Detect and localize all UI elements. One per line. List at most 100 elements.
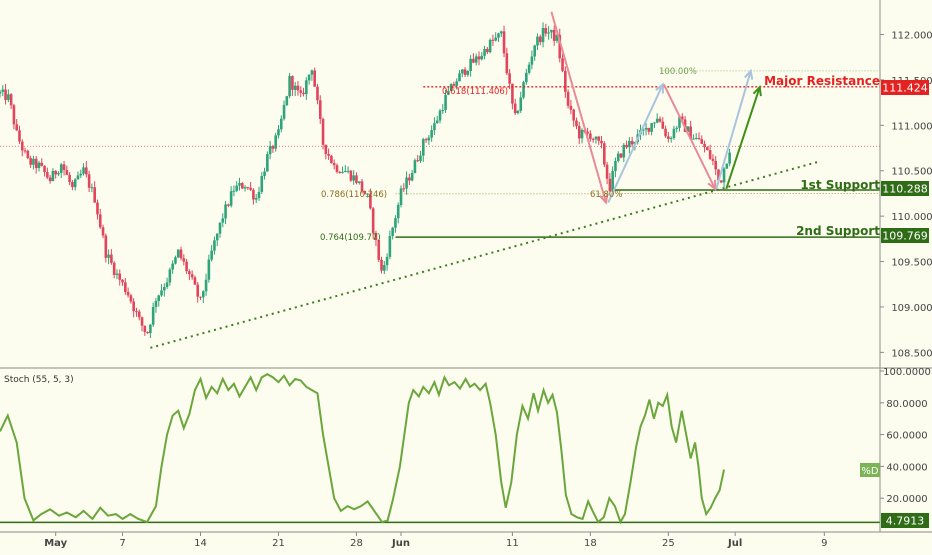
candle-body [377, 239, 381, 260]
candle-body [569, 105, 573, 110]
rising-trendline [150, 160, 820, 349]
candle-body [692, 138, 695, 140]
candle-body [79, 173, 83, 176]
candle-body [310, 70, 314, 75]
candle-body [146, 332, 149, 334]
candle-body [104, 235, 108, 258]
candle-body [511, 83, 514, 104]
candle-body [37, 162, 41, 169]
candle-body [455, 81, 459, 86]
candle-body [98, 214, 102, 228]
first-support-label: 1st Support [800, 178, 880, 192]
candle-body [349, 170, 353, 181]
candle-body [201, 291, 205, 298]
candle-body [536, 36, 539, 46]
candle-body [107, 254, 110, 258]
candle-body [477, 56, 481, 60]
candle-body [447, 90, 450, 95]
fib-100-label: 100.00% [659, 67, 697, 77]
candle-body [182, 258, 186, 262]
candle-body [608, 178, 612, 191]
candle-body [32, 158, 35, 165]
candle-body [419, 155, 422, 162]
candle-body [728, 152, 731, 164]
candle-body [288, 76, 291, 97]
candle-body [355, 175, 358, 183]
candle-body [527, 64, 531, 73]
stoch-tick-label: 100.0000 [883, 367, 931, 378]
candle-body [641, 129, 645, 131]
candle-body [215, 233, 219, 241]
candle-body [499, 31, 503, 34]
candle-body [519, 97, 523, 111]
candle-body [296, 85, 300, 91]
candle-body [502, 31, 506, 54]
candle-body [112, 262, 116, 275]
candle-body [717, 169, 720, 181]
candle-body [661, 121, 665, 129]
candle-body [522, 82, 525, 98]
candle-body [669, 137, 673, 139]
candle-body [594, 136, 598, 140]
candle-body [591, 138, 595, 140]
candle-body [40, 162, 44, 166]
target-arrow-head [752, 85, 762, 97]
candle-body [324, 144, 328, 154]
candle-body [366, 193, 369, 195]
candle-body [277, 129, 280, 136]
time-tick-label: 14 [194, 538, 207, 549]
candle-body [678, 116, 681, 128]
candle-body [675, 127, 679, 129]
candle-body [316, 86, 319, 101]
candle-body [547, 32, 550, 34]
candle-body [697, 138, 701, 140]
candle-body [619, 153, 623, 158]
candle-body [168, 269, 172, 283]
fib-786-label: 0.786(110.246) [321, 190, 387, 200]
candle-body [667, 136, 670, 139]
candle-body [513, 103, 517, 114]
candle-body [555, 34, 559, 41]
target-arrow [725, 86, 761, 190]
candle-body [433, 123, 436, 131]
candle-body [76, 175, 80, 180]
candle-body [302, 92, 305, 95]
stoch-level-value: 4.7913 [886, 515, 925, 528]
candle-body [427, 137, 431, 141]
candle-body [435, 120, 439, 124]
candle-body [282, 104, 286, 119]
candle-body [399, 188, 403, 205]
candle-body [185, 261, 188, 272]
candle-body [680, 116, 684, 120]
fib-618-label: 0.618(111.406) [442, 87, 508, 97]
candle-body [149, 324, 152, 334]
stoch-d-badge-text: %D [861, 466, 879, 477]
candle-body [227, 204, 230, 206]
candle-body [338, 171, 342, 173]
candle-body [57, 172, 60, 175]
candle-body [630, 140, 634, 145]
candle-body [672, 128, 676, 138]
candle-body [65, 170, 69, 175]
candle-body [254, 198, 258, 200]
candle-body [605, 164, 609, 179]
candle-body [240, 183, 244, 189]
candle-body [204, 279, 208, 292]
candle-body [430, 130, 433, 138]
candle-body [413, 160, 417, 174]
candle-body [719, 180, 723, 183]
candle-body [383, 265, 386, 271]
candle-body [625, 144, 628, 148]
candle-body [561, 58, 564, 71]
candle-body [650, 123, 653, 132]
candle-body [438, 110, 442, 121]
stoch-title: Stoch (55, 5, 3) [4, 375, 74, 385]
candle-body [686, 126, 690, 132]
candle-body [538, 36, 542, 43]
bullish-arrow-2-head [744, 68, 754, 80]
major-resistance-price-badge [881, 80, 929, 95]
candle-body [51, 170, 55, 182]
candle-body [213, 240, 216, 251]
candle-body [121, 279, 124, 283]
